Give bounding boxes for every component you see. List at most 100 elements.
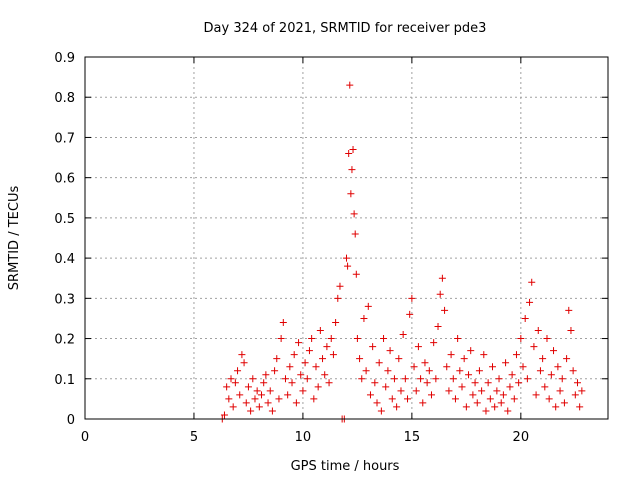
y-tick-label: 0.9 — [54, 51, 75, 66]
y-tick-label: 0.1 — [54, 373, 75, 388]
data-point — [349, 146, 357, 154]
data-point — [478, 387, 486, 395]
data-point — [571, 391, 579, 399]
data-point — [489, 363, 497, 371]
data-point — [286, 363, 294, 371]
data-point — [565, 306, 573, 314]
data-point — [495, 375, 503, 383]
data-point — [275, 395, 283, 403]
data-point — [504, 407, 512, 415]
x-tick-label: 0 — [81, 430, 89, 445]
data-point — [445, 387, 453, 395]
data-point — [397, 387, 405, 395]
data-point — [388, 395, 396, 403]
data-point — [308, 335, 316, 343]
data-point — [421, 359, 429, 367]
data-point — [352, 270, 360, 278]
y-tick-label: 0.4 — [54, 252, 75, 267]
data-point — [251, 395, 259, 403]
data-point — [373, 399, 381, 407]
data-point — [578, 387, 586, 395]
data-points — [218, 81, 586, 423]
data-point — [417, 375, 425, 383]
data-point — [408, 294, 416, 302]
data-point — [441, 306, 449, 314]
data-point — [390, 375, 398, 383]
data-point — [563, 355, 571, 363]
y-tick-label: 0.2 — [54, 333, 75, 348]
data-point — [238, 351, 246, 359]
data-point — [427, 391, 435, 399]
data-point — [377, 407, 385, 415]
data-point — [351, 230, 359, 238]
data-point — [491, 403, 499, 411]
data-point — [299, 387, 307, 395]
data-point — [469, 391, 477, 399]
data-point — [281, 375, 289, 383]
data-point — [336, 282, 344, 290]
data-point — [547, 371, 555, 379]
data-point — [319, 355, 327, 363]
data-point — [303, 375, 311, 383]
data-point — [277, 335, 285, 343]
data-point — [244, 383, 252, 391]
data-point — [480, 351, 488, 359]
data-point — [534, 327, 542, 335]
data-point — [462, 403, 470, 411]
data-point — [348, 166, 356, 174]
data-point — [297, 371, 305, 379]
data-point — [414, 343, 422, 351]
y-tick-label: 0.5 — [54, 212, 75, 227]
x-tick-label: 20 — [513, 430, 530, 445]
data-point — [255, 403, 263, 411]
data-point — [458, 383, 466, 391]
data-point — [471, 379, 479, 387]
plot-frame — [84, 56, 609, 420]
data-point — [350, 210, 358, 218]
data-point — [508, 371, 516, 379]
data-point — [523, 375, 531, 383]
data-point — [554, 363, 562, 371]
data-point — [347, 190, 355, 198]
chart-title: Day 324 of 2021, SRMTID for receiver pde… — [204, 21, 487, 36]
data-point — [253, 387, 261, 395]
data-point — [264, 399, 272, 407]
data-point — [517, 335, 525, 343]
data-point — [236, 391, 244, 399]
data-point — [499, 391, 507, 399]
data-point — [567, 327, 575, 335]
data-point — [536, 367, 544, 375]
data-point — [395, 355, 403, 363]
data-point — [271, 367, 279, 375]
data-point — [576, 403, 584, 411]
data-point — [456, 367, 464, 375]
data-point — [465, 371, 473, 379]
data-point — [550, 347, 558, 355]
data-point — [460, 355, 468, 363]
data-point — [436, 290, 444, 298]
data-point — [454, 335, 462, 343]
data-point — [539, 355, 547, 363]
data-point — [573, 379, 581, 387]
data-point — [404, 395, 412, 403]
data-point — [519, 363, 527, 371]
data-point — [493, 387, 501, 395]
data-point — [227, 375, 235, 383]
data-point — [543, 335, 551, 343]
data-point — [384, 367, 392, 375]
data-point — [314, 383, 322, 391]
data-point — [284, 391, 292, 399]
data-point — [260, 379, 268, 387]
data-point — [329, 351, 337, 359]
data-point — [220, 411, 228, 419]
data-point — [334, 294, 342, 302]
data-point — [290, 351, 298, 359]
data-point — [356, 355, 364, 363]
data-point — [451, 395, 459, 403]
data-point — [305, 347, 313, 355]
data-point — [560, 399, 568, 407]
data-point — [484, 379, 492, 387]
data-point — [371, 379, 379, 387]
data-point — [249, 375, 257, 383]
